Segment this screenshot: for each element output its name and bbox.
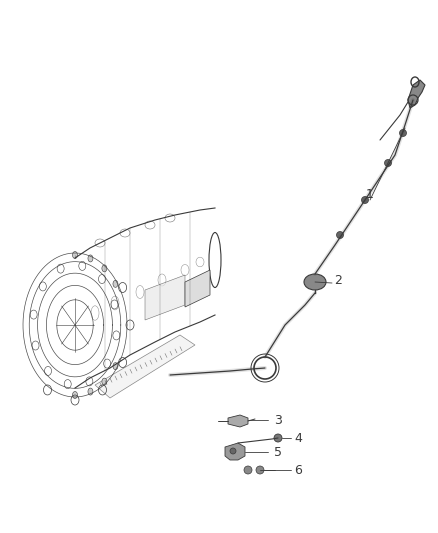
Polygon shape — [145, 275, 185, 320]
Text: 4: 4 — [294, 432, 302, 445]
Circle shape — [399, 130, 406, 136]
Ellipse shape — [102, 378, 107, 385]
Ellipse shape — [73, 252, 78, 259]
Circle shape — [256, 466, 264, 474]
Ellipse shape — [113, 280, 118, 287]
Text: 2: 2 — [334, 273, 342, 287]
Polygon shape — [228, 415, 248, 427]
Text: 5: 5 — [274, 446, 282, 458]
Polygon shape — [408, 80, 425, 108]
Text: 1: 1 — [366, 189, 374, 201]
Circle shape — [385, 159, 392, 166]
Ellipse shape — [73, 392, 78, 399]
Circle shape — [361, 197, 368, 204]
Ellipse shape — [304, 274, 326, 290]
Circle shape — [230, 448, 236, 454]
Polygon shape — [95, 335, 195, 398]
Circle shape — [336, 231, 343, 238]
Polygon shape — [185, 270, 210, 307]
Ellipse shape — [113, 362, 118, 370]
Ellipse shape — [88, 255, 93, 262]
Ellipse shape — [102, 265, 107, 272]
Text: 3: 3 — [274, 414, 282, 426]
Circle shape — [244, 466, 252, 474]
Polygon shape — [225, 443, 245, 460]
Circle shape — [274, 434, 282, 442]
Ellipse shape — [88, 388, 93, 395]
Text: 6: 6 — [294, 464, 302, 477]
